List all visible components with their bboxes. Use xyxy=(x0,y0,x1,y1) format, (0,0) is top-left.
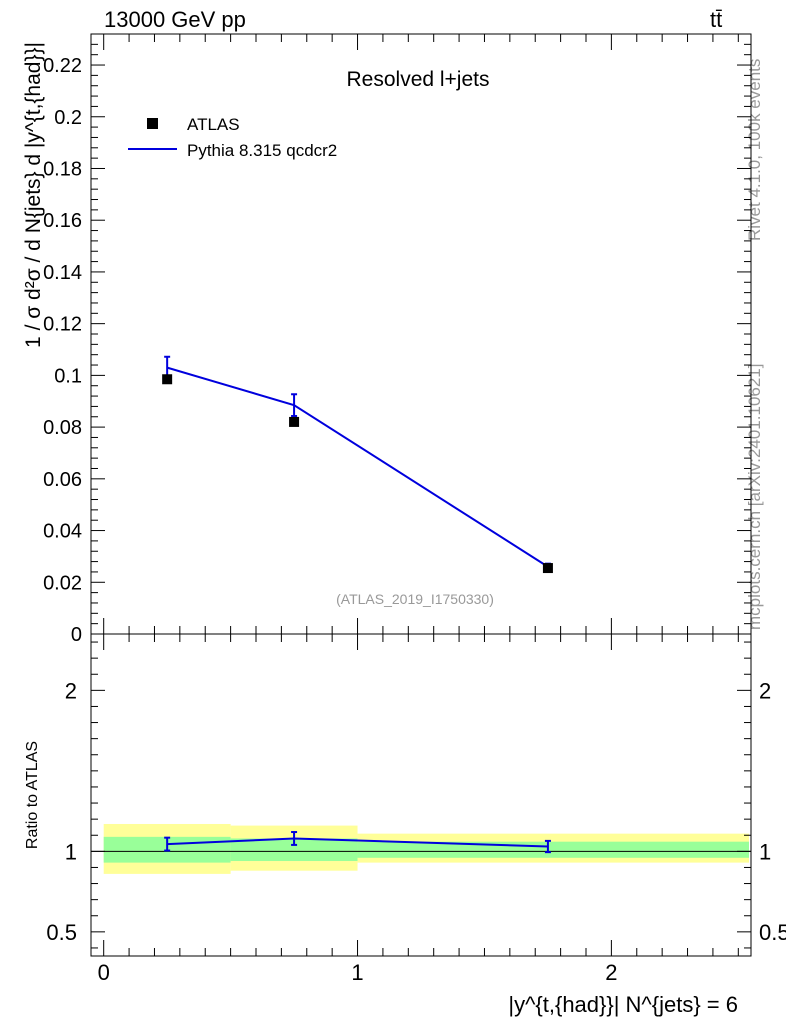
legend-atlas-marker xyxy=(147,118,158,129)
pythia-line xyxy=(166,366,549,568)
ratio-panel: 0.5 0.5 1 1 2 2 0 1 2 Ratio to ATLAS |y^{t,{had}}|… xyxy=(24,633,786,1017)
ratio-ylabel: Ratio to ATLAS xyxy=(24,741,41,849)
ratio-ytick-label: 2 xyxy=(65,678,77,703)
main-ylabel: 1 / σ d²σ / d N{jets} d |y^{t,{had}}| xyxy=(22,42,45,348)
main-ytick-label: 0.02 xyxy=(43,572,82,594)
ratio-xtick-label: 2 xyxy=(605,960,617,985)
main-title: Resolved l+jets xyxy=(347,68,490,91)
energy-label: 13000 GeV pp xyxy=(104,7,246,32)
main-ytick-label: 0.12 xyxy=(43,314,82,336)
ratio-ytick-label: 1 xyxy=(65,839,77,864)
process-label: tt̄ xyxy=(710,7,723,32)
ratio-xlabel: |y^{t,{had}}| N^{jets} = 6 xyxy=(508,992,738,1017)
ratio-band-green xyxy=(230,838,358,862)
analysis-watermark: (ATLAS_2019_I1750330) xyxy=(336,591,494,607)
main-ytick-label: 0.18 xyxy=(43,158,82,180)
main-panel: 0 0.02 0.04 0.06 0.08 0.1 0.12 0.14 0.16 0.18 0.2 0… xyxy=(22,33,752,646)
ratio-ytick-label-right: 2 xyxy=(759,678,771,703)
atlas-point xyxy=(162,374,173,385)
atlas-point xyxy=(542,563,553,574)
main-ytick-label: 0.22 xyxy=(43,55,82,77)
ratio-ytick-label: 0.5 xyxy=(46,920,77,945)
main-ytick-label: 0.04 xyxy=(43,521,82,543)
ratio-ytick-label-right: 0.5 xyxy=(759,920,786,945)
ratio-xtick-label: 1 xyxy=(351,960,363,985)
main-ytick-label: 0.06 xyxy=(43,469,82,491)
atlas-point xyxy=(289,416,300,427)
legend-pythia-label: Pythia 8.315 qcdcr2 xyxy=(187,141,337,160)
ratio-frame xyxy=(90,633,752,957)
main-ytick-label: 0.16 xyxy=(43,210,82,232)
main-ytick-label: 0 xyxy=(71,624,82,646)
legend-atlas-label: ATLAS xyxy=(187,115,240,134)
main-ytick-label: 0.14 xyxy=(43,262,82,284)
main-ytick-label: 0.08 xyxy=(43,417,82,439)
main-ytick-label: 0.2 xyxy=(54,107,82,129)
ratio-xtick-label: 0 xyxy=(98,960,110,985)
ratio-ytick-label-right: 1 xyxy=(759,839,771,864)
main-ytick-label: 0.1 xyxy=(54,365,82,387)
ratio-band-green xyxy=(357,841,749,858)
